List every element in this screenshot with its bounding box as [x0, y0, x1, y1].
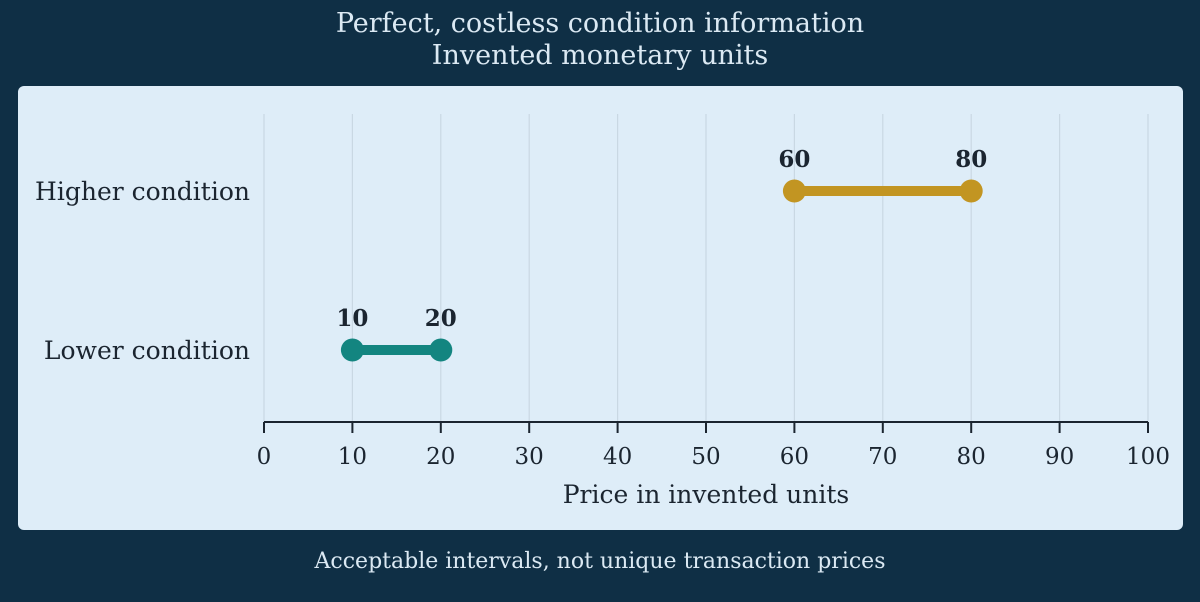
x-tick-label-50: 50: [691, 444, 720, 470]
x-tick-label-60: 60: [780, 444, 809, 470]
range-point-high-0: [959, 179, 983, 203]
x-tick-label-40: 40: [603, 444, 632, 470]
x-tick-label-80: 80: [957, 444, 986, 470]
chart-subtitle: Invented monetary units: [431, 40, 769, 71]
chart-panel: 0 10 20 30 40 50 60 70 80 90 100 Higher condition L…: [18, 86, 1183, 530]
data-label-high-0: 80: [955, 146, 987, 173]
x-tick-label-0: 0: [257, 444, 272, 470]
x-axis-title: Price in invented units: [563, 480, 850, 509]
x-tick-label-90: 90: [1045, 444, 1074, 470]
data-label-high-1: 20: [425, 305, 457, 332]
x-tick-label-20: 20: [426, 444, 455, 470]
range-point-low-1: [340, 338, 364, 362]
x-tick-label-70: 70: [868, 444, 897, 470]
data-label-low-1: 10: [336, 305, 368, 332]
footnote: Acceptable intervals, not unique transac…: [314, 549, 886, 574]
category-label-0: Higher condition: [35, 177, 250, 206]
x-tick-label-100: 100: [1126, 444, 1170, 470]
x-tick-label-30: 30: [515, 444, 544, 470]
category-label-1: Lower condition: [44, 336, 250, 365]
chart-title: Perfect, costless condition information: [335, 8, 865, 39]
x-tick-label-10: 10: [338, 444, 367, 470]
data-label-low-0: 60: [778, 146, 810, 173]
range-point-low-0: [782, 179, 806, 203]
range-point-high-1: [429, 338, 453, 362]
range-chart: 0 10 20 30 40 50 60 70 80 90 100 Higher condition L…: [35, 114, 1170, 509]
